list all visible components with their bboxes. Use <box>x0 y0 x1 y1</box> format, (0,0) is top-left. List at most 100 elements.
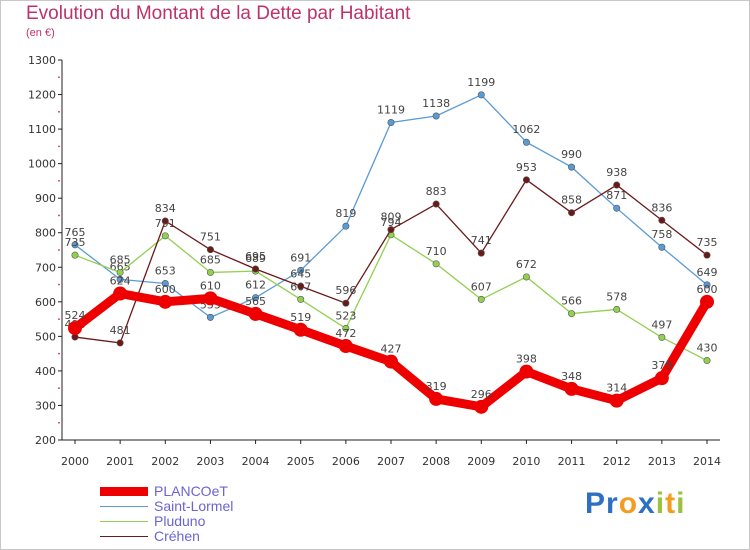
data-point-pluduno <box>522 273 530 281</box>
data-point-plancoet <box>429 391 444 406</box>
y-tick-label: 900 <box>35 192 56 205</box>
data-point-pluduno <box>342 324 350 332</box>
data-point-plancoet <box>564 381 579 396</box>
x-tick-label: 2002 <box>151 455 179 468</box>
data-label-saint-lormel: 612 <box>245 279 266 292</box>
data-point-pluduno <box>703 357 711 365</box>
y-tick-label: 1200 <box>28 89 56 102</box>
x-tick-label: 2010 <box>512 455 540 468</box>
data-point-saint-lormel <box>432 112 440 120</box>
data-label-plancoet: 348 <box>561 370 582 383</box>
legend-swatch <box>100 487 148 496</box>
data-point-plancoet <box>68 321 82 336</box>
data-label-pluduno: 578 <box>606 290 627 303</box>
data-point-cr-hen <box>252 265 260 273</box>
y-tick-label: 200 <box>35 434 56 447</box>
data-label-saint-lormel: 765 <box>65 226 86 239</box>
data-point-plancoet <box>113 286 128 301</box>
y-minor-tick <box>58 318 60 320</box>
data-label-cr-hen: 751 <box>200 231 221 244</box>
data-point-cr-hen <box>432 200 440 208</box>
legend-swatch <box>100 520 148 523</box>
data-label-cr-hen: 645 <box>290 267 311 280</box>
data-point-plancoet <box>203 291 218 306</box>
x-tick-label: 2004 <box>242 455 270 468</box>
data-point-pluduno <box>116 268 124 276</box>
data-point-saint-lormel <box>161 280 169 288</box>
data-point-pluduno <box>297 295 305 303</box>
x-tick-label: 2014 <box>693 455 721 468</box>
chart-subtitle: (en €) <box>26 27 55 39</box>
data-label-plancoet: 319 <box>426 380 447 393</box>
data-label-saint-lormel: 990 <box>561 148 582 161</box>
x-tick-label: 2009 <box>467 455 495 468</box>
data-point-saint-lormel <box>297 266 305 274</box>
y-minor-tick <box>58 214 60 217</box>
data-point-saint-lormel <box>568 163 576 171</box>
data-point-plancoet <box>384 354 398 369</box>
y-minor-tick <box>58 352 60 355</box>
data-label-cr-hen: 858 <box>561 194 582 207</box>
logo-letter: i <box>655 487 666 520</box>
data-label-plancoet: 314 <box>606 382 627 395</box>
x-tick-label: 2007 <box>377 455 405 468</box>
x-tick-label: 2006 <box>332 455 360 468</box>
y-minor-tick <box>58 283 60 286</box>
data-point-pluduno <box>432 260 440 268</box>
x-tick-label: 2003 <box>196 455 224 468</box>
data-label-saint-lormel: 871 <box>606 189 627 202</box>
data-label-plancoet: 472 <box>335 327 356 340</box>
y-minor-tick <box>58 180 60 182</box>
data-label-saint-lormel: 691 <box>290 251 311 264</box>
legend-label: Pluduno <box>154 513 206 529</box>
data-point-pluduno <box>206 268 214 276</box>
data-label-plancoet: 398 <box>516 353 537 366</box>
legend-item: Créhen <box>100 529 233 544</box>
data-point-plancoet <box>700 294 714 309</box>
data-point-saint-lormel <box>522 138 530 146</box>
data-point-cr-hen <box>658 216 666 224</box>
legend-item: PLANCOeT <box>100 484 233 499</box>
data-point-saint-lormel <box>477 91 485 99</box>
data-label-pluduno: 430 <box>697 342 718 355</box>
data-label-saint-lormel: 1062 <box>512 123 540 136</box>
data-point-saint-lormel <box>252 294 260 302</box>
legend-label: Saint-Lormel <box>154 498 234 514</box>
data-label-pluduno: 794 <box>381 216 402 229</box>
data-point-plancoet <box>654 371 669 386</box>
y-tick-label: 1300 <box>28 54 56 67</box>
data-point-cr-hen <box>116 339 124 347</box>
data-point-cr-hen <box>477 249 485 257</box>
data-point-plancoet <box>474 399 489 414</box>
y-minor-tick <box>58 249 60 251</box>
data-label-plancoet: 296 <box>471 388 492 401</box>
data-point-cr-hen <box>161 217 169 225</box>
data-point-saint-lormel <box>206 313 214 321</box>
logo-letter: P <box>585 487 607 520</box>
y-minor-tick <box>58 110 60 113</box>
data-label-cr-hen: 596 <box>335 284 356 297</box>
data-label-plancoet: 524 <box>65 309 86 322</box>
data-label-cr-hen: 938 <box>606 166 627 179</box>
data-point-pluduno <box>71 251 79 259</box>
data-point-pluduno <box>568 310 576 318</box>
data-point-cr-hen <box>297 282 305 290</box>
data-label-pluduno: 710 <box>426 245 447 258</box>
logo-letter: r <box>606 487 619 520</box>
legend: PLANCOeT Saint-Lormel Pluduno Créhen <box>100 484 233 544</box>
legend-swatch <box>100 535 148 538</box>
data-point-cr-hen <box>522 176 530 184</box>
y-tick-label: 1000 <box>28 158 56 171</box>
data-label-cr-hen: 834 <box>155 202 176 215</box>
data-label-pluduno: 497 <box>651 318 672 331</box>
legend-item: Pluduno <box>100 514 233 529</box>
data-label-pluduno: 685 <box>110 253 131 266</box>
data-point-plancoet <box>293 322 308 337</box>
legend-item: Saint-Lormel <box>100 499 233 514</box>
data-label-plancoet: 624 <box>110 275 131 288</box>
data-point-plancoet <box>609 393 624 408</box>
y-minor-tick <box>58 76 60 79</box>
data-label-pluduno: 735 <box>65 236 86 249</box>
data-point-pluduno <box>658 333 666 341</box>
